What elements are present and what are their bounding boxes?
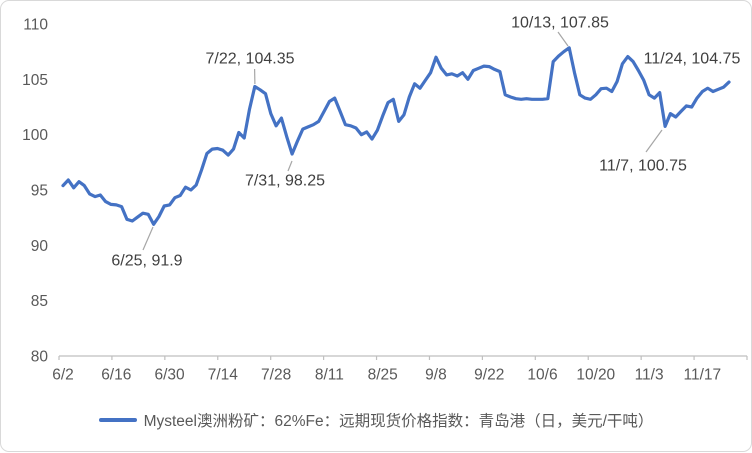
annotation-label: 11/24, 104.75 xyxy=(644,51,741,68)
legend-series-label: Mysteel澳洲粉矿：62%Fe：远期现货价格指数：青岛港（日，美元/干吨） xyxy=(144,409,654,431)
y-axis-label: 90 xyxy=(31,238,49,255)
annotation-label: 7/31, 98.25 xyxy=(245,173,325,190)
x-axis-label: 11/3 xyxy=(635,366,664,383)
legend-line-sample-icon xyxy=(99,418,137,422)
y-axis-label: 100 xyxy=(22,127,48,144)
x-axis-label: 9/22 xyxy=(474,366,504,383)
x-axis-label: 10/20 xyxy=(576,366,615,383)
x-axis-label: 6/2 xyxy=(52,366,74,383)
x-axis-label: 7/14 xyxy=(208,366,239,383)
annotation-label: 7/22, 104.35 xyxy=(206,51,295,68)
y-axis-label: 105 xyxy=(22,72,48,89)
annotation-leader-line xyxy=(143,227,153,250)
annotation-leader-line xyxy=(288,161,292,171)
x-axis-label: 7/28 xyxy=(261,366,291,383)
x-axis-label: 10/6 xyxy=(527,366,557,383)
annotation-label: 10/13, 107.85 xyxy=(511,15,609,32)
y-axis-label: 85 xyxy=(31,293,48,310)
annotation-leader-line xyxy=(558,32,568,46)
x-axis-label: 6/16 xyxy=(101,366,131,383)
y-axis-label: 95 xyxy=(31,182,48,199)
annotation-leader-line xyxy=(646,130,662,152)
y-axis-label: 80 xyxy=(31,348,49,365)
legend: Mysteel澳洲粉矿：62%Fe：远期现货价格指数：青岛港（日，美元/干吨） xyxy=(1,407,751,433)
x-axis-label: 6/30 xyxy=(154,366,185,383)
annotation-label: 6/25, 91.9 xyxy=(111,253,182,270)
price-line-series xyxy=(63,48,729,225)
y-axis-label: 110 xyxy=(23,16,48,33)
x-axis-label: 8/25 xyxy=(368,366,398,383)
x-axis-label: 9/8 xyxy=(425,366,447,383)
x-axis-label: 11/17 xyxy=(684,366,722,383)
x-axis-label: 8/11 xyxy=(315,366,344,383)
annotation-label: 11/7, 100.75 xyxy=(599,158,687,175)
